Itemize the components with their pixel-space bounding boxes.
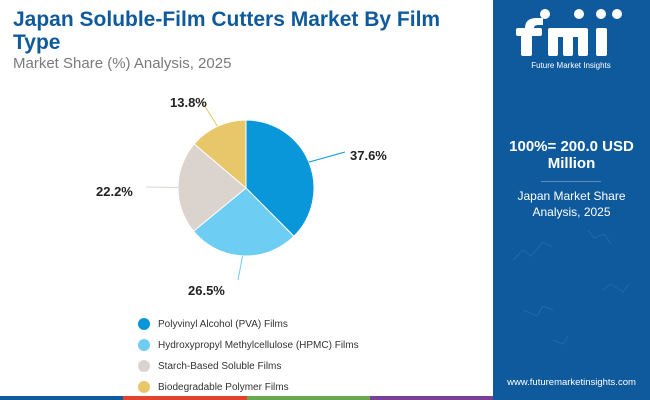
legend-swatch xyxy=(138,339,150,351)
logo-caption: Future Market Insights xyxy=(531,61,611,70)
accent-segment xyxy=(369,396,493,400)
legend-item: Biodegradable Polymer Films xyxy=(138,377,359,397)
label-hpmc: 26.5% xyxy=(188,283,225,298)
sidebar-panel: Future Market Insights 100%= 200.0 USD M… xyxy=(493,0,650,400)
leader-line xyxy=(237,255,244,281)
chart-subtitle: Market Share (%) Analysis, 2025 xyxy=(13,55,232,72)
market-share-caption: Japan Market Share Analysis, 2025 xyxy=(517,189,626,219)
website-link[interactable]: www.futuremarketinsights.com xyxy=(507,377,636,388)
bottom-accent-bar xyxy=(0,396,493,400)
legend-label: Polyvinyl Alcohol (PVA) Films xyxy=(158,318,288,330)
legend-swatch xyxy=(138,360,150,372)
leader-line xyxy=(200,99,218,127)
slice-hpmc xyxy=(192,187,295,257)
fmi-logo: Future Market Insights xyxy=(516,9,622,70)
legend-item: Hydroxypropyl Methylcellulose (HPMC) Fil… xyxy=(138,335,359,355)
leader-line xyxy=(308,151,346,163)
legend-swatch xyxy=(138,381,150,393)
label-pva: 37.6% xyxy=(350,148,387,163)
accent-segment xyxy=(123,396,247,400)
sidebar-background-pattern xyxy=(512,229,630,345)
accent-segment xyxy=(246,396,370,400)
legend-label: Hydroxypropyl Methylcellulose (HPMC) Fil… xyxy=(158,339,359,351)
legend-item: Polyvinyl Alcohol (PVA) Films xyxy=(138,314,359,334)
total-value: 100%= 200.0 USD Million xyxy=(509,138,634,172)
legend-label: Biodegradable Polymer Films xyxy=(158,381,289,393)
accent-segment xyxy=(0,396,124,400)
legend-item: Starch-Based Soluble Films xyxy=(138,356,359,376)
label-starch: 22.2% xyxy=(96,184,133,199)
chart-title: Japan Soluble-Film Cutters Market By Fil… xyxy=(13,8,441,54)
sidebar-divider xyxy=(541,181,601,182)
legend: Polyvinyl Alcohol (PVA) Films Hydroxyprop… xyxy=(138,314,359,398)
label-biodegradable: 13.8% xyxy=(170,95,207,110)
slice-biodegradable xyxy=(193,119,247,190)
chart-area: Japan Soluble-Film Cutters Market By Fil… xyxy=(0,8,493,400)
legend-swatch xyxy=(138,318,150,330)
pie-chart: 37.6% 26.5% 22.2% 13.8% xyxy=(96,95,387,298)
legend-label: Starch-Based Soluble Films xyxy=(158,360,282,372)
